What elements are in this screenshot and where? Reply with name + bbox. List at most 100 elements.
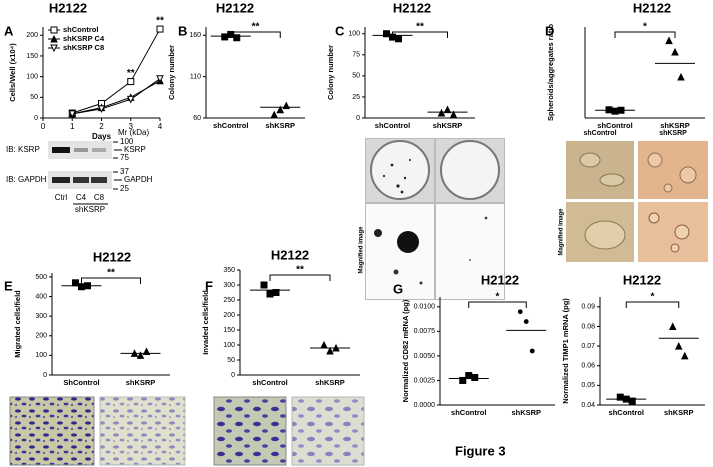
marker <box>529 348 535 354</box>
mw-marker: 75 <box>120 153 129 162</box>
x-tick-label: shKSRP <box>660 121 690 130</box>
figure-label: Figure 3 <box>455 443 506 458</box>
y-tick-label: 0 <box>43 372 47 379</box>
significance: * <box>651 292 655 303</box>
marker <box>671 47 679 56</box>
marker <box>276 105 285 114</box>
marker <box>270 110 279 119</box>
panel-letter: G <box>393 281 403 296</box>
x-tick-label: shControl <box>597 121 632 130</box>
y-tick-label: 300 <box>35 313 47 320</box>
marker <box>628 397 636 405</box>
marker <box>459 376 467 384</box>
x-tick-label: shControl <box>213 121 248 130</box>
marker <box>320 340 328 349</box>
y-tick-label: 200 <box>26 32 38 39</box>
panel-letter: B <box>178 23 187 38</box>
chart-title: H2122 <box>271 247 309 262</box>
annotation: ** <box>127 68 135 79</box>
legend-label: shKSRP C8 <box>63 43 104 52</box>
x-tick-label: shKSRP <box>315 378 345 387</box>
marker <box>677 72 685 81</box>
marker <box>68 110 77 118</box>
y-tick-label: 150 <box>26 53 38 60</box>
x-tick-label: shKSRP <box>433 121 463 130</box>
chart-title: H2122 <box>481 272 519 287</box>
photo <box>366 204 434 299</box>
y-tick-label: 160 <box>189 32 201 39</box>
y-tick-label: 0.0075 <box>414 328 436 335</box>
band <box>52 147 70 153</box>
legend-marker <box>50 34 58 43</box>
dish <box>370 140 430 200</box>
y-tick-label: 0.0025 <box>414 377 436 384</box>
y-axis-label: Cells/Well (x10⁴) <box>8 43 17 102</box>
significance-bracket <box>81 277 141 284</box>
marker <box>665 36 673 45</box>
y-tick-label: 150 <box>223 327 235 334</box>
y-axis-label: Spheroids/aggregates ratio <box>546 24 555 122</box>
x-tick-label: 3 <box>129 122 134 131</box>
y-tick-label: 100 <box>348 31 360 38</box>
marker <box>668 322 677 330</box>
x-tick-label: 4 <box>158 122 163 131</box>
marker <box>233 34 241 42</box>
dish <box>440 140 500 200</box>
colony-photos: Magnified image <box>359 138 505 300</box>
mw-marker: 37 <box>120 167 129 176</box>
y-tick-label: 25 <box>352 94 360 101</box>
marker <box>78 283 85 291</box>
significance-bracket <box>614 31 676 38</box>
marker <box>465 372 473 380</box>
y-tick-label: 0.04 <box>581 402 595 409</box>
photo <box>566 141 634 199</box>
y-tick-label: 110 <box>190 73 201 80</box>
significance-bracket <box>269 274 331 281</box>
y-tick-label: 300 <box>223 282 235 289</box>
y-tick-label: 0.0050 <box>414 353 436 360</box>
chart-title: H2122 <box>393 0 431 15</box>
annotation: ** <box>156 16 164 27</box>
marker <box>449 110 458 119</box>
marker <box>395 35 402 43</box>
y-tick-label: 500 <box>35 274 47 281</box>
y-tick-label: 200 <box>35 333 47 340</box>
line <box>72 28 161 114</box>
photo <box>213 396 287 466</box>
marker <box>72 279 79 287</box>
y-tick-label: 250 <box>223 297 235 304</box>
marker <box>680 351 689 360</box>
marker <box>126 95 135 104</box>
y-tick-label: 0.06 <box>581 363 595 370</box>
y-tick-label: 0.0000 <box>414 402 436 409</box>
lane-label: C4 <box>76 193 87 202</box>
photo <box>638 202 708 262</box>
y-tick-label: 0.07 <box>581 343 595 350</box>
lane-label: Ctrl <box>55 193 68 202</box>
marker <box>136 351 145 359</box>
significance: * <box>496 292 500 303</box>
marker <box>260 281 268 289</box>
x-tick-label: shKSRP <box>511 408 541 417</box>
y-axis-label: Colony number <box>167 45 176 100</box>
x-tick-label: 1 <box>70 122 75 131</box>
mr-label: Mr (kDa) <box>118 128 149 137</box>
mw-marker: 100 <box>120 137 134 146</box>
side-label: Magnified image <box>359 226 365 274</box>
marker <box>156 25 164 33</box>
x-tick-label: shKSRP <box>126 378 156 387</box>
band <box>74 148 88 152</box>
marker <box>523 319 529 324</box>
photo <box>99 396 186 466</box>
western-blot: Mr (kDa) IB: KSRP IB: GAPDH 100 KSRP 75 … <box>6 128 153 214</box>
column-label: shControl <box>583 130 616 137</box>
band-label: KSRP <box>124 145 146 154</box>
y-tick-label: 50 <box>30 94 38 101</box>
x-tick-label: 2 <box>99 122 104 131</box>
band-label: GAPDH <box>124 175 153 184</box>
band <box>92 148 106 152</box>
chart-title: H2122 <box>93 249 131 264</box>
x-tick-label: shControl <box>609 408 644 417</box>
y-tick-label: 100 <box>223 342 235 349</box>
column-label: shKSRP <box>659 130 687 137</box>
